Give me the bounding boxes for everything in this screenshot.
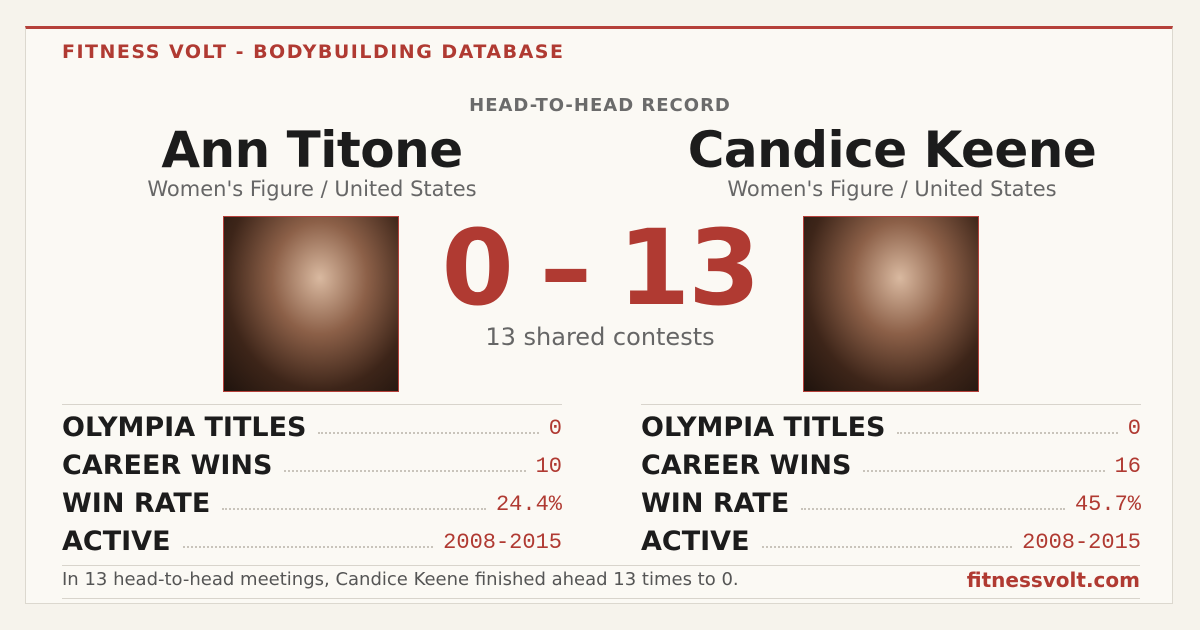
stat-row: OLYMPIA TITLES 0 (62, 405, 562, 443)
stat-row: WIN RATE 45.7% (641, 481, 1141, 519)
stat-label: OLYMPIA TITLES (62, 412, 307, 443)
stat-value: 10 (535, 454, 562, 479)
stat-value: 2008-2015 (443, 530, 562, 555)
score-right: 13 (617, 207, 761, 329)
stats: OLYMPIA TITLES 0 CAREER WINS 16 WIN RATE 45.7… (641, 404, 1141, 557)
stat-label: CAREER WINS (641, 450, 852, 481)
stat-row: ACTIVE 2008-2015 (62, 519, 562, 557)
leader-dots (761, 546, 1013, 548)
stat-value: 0 (548, 416, 562, 441)
stat-value: 2008-2015 (1022, 530, 1141, 555)
stat-row: CAREER WINS 10 (62, 443, 562, 481)
stat-value: 24.4% (495, 492, 562, 517)
subtitle: HEAD-TO-HEAD RECORD (469, 95, 731, 116)
leader-dots (222, 508, 486, 510)
leader-dots (182, 546, 434, 548)
leader-dots (897, 432, 1118, 434)
footer-text: In 13 head-to-head meetings, Candice Kee… (62, 569, 739, 590)
score-separator: – (539, 207, 592, 329)
stat-value: 16 (1114, 454, 1141, 479)
leader-dots (863, 470, 1105, 472)
stat-label: CAREER WINS (62, 450, 273, 481)
athlete-name: Candice Keene (687, 121, 1097, 179)
athlete-photo (803, 216, 979, 392)
leader-dots (318, 432, 539, 434)
athlete-photo (223, 216, 399, 392)
stat-row: OLYMPIA TITLES 0 (641, 405, 1141, 443)
athlete-division: Women's Figure / United States (147, 177, 477, 201)
athlete-division: Women's Figure / United States (727, 177, 1057, 201)
card: FITNESS VOLT - BODYBUILDING DATABASE HEA… (25, 26, 1173, 604)
score-left: 0 (441, 207, 513, 329)
stat-label: WIN RATE (641, 488, 790, 519)
stat-label: OLYMPIA TITLES (641, 412, 886, 443)
stats: OLYMPIA TITLES 0 CAREER WINS 10 WIN RATE 24.4… (62, 404, 562, 557)
stat-label: ACTIVE (641, 526, 750, 557)
leader-dots (801, 508, 1065, 510)
stat-label: ACTIVE (62, 526, 171, 557)
athlete-name: Ann Titone (161, 121, 463, 179)
stat-label: WIN RATE (62, 488, 211, 519)
leader-dots (284, 470, 526, 472)
stat-value: 45.7% (1074, 492, 1141, 517)
stat-row: WIN RATE 24.4% (62, 481, 562, 519)
stat-row: ACTIVE 2008-2015 (641, 519, 1141, 557)
site-link[interactable]: fitnessvolt.com (966, 568, 1140, 592)
footer: In 13 head-to-head meetings, Candice Kee… (62, 565, 1140, 599)
stat-value: 0 (1127, 416, 1141, 441)
brand: FITNESS VOLT - BODYBUILDING DATABASE (62, 41, 565, 63)
stat-row: CAREER WINS 16 (641, 443, 1141, 481)
score: 0–13 (26, 207, 1174, 329)
shared-contests: 13 shared contests (485, 323, 715, 351)
